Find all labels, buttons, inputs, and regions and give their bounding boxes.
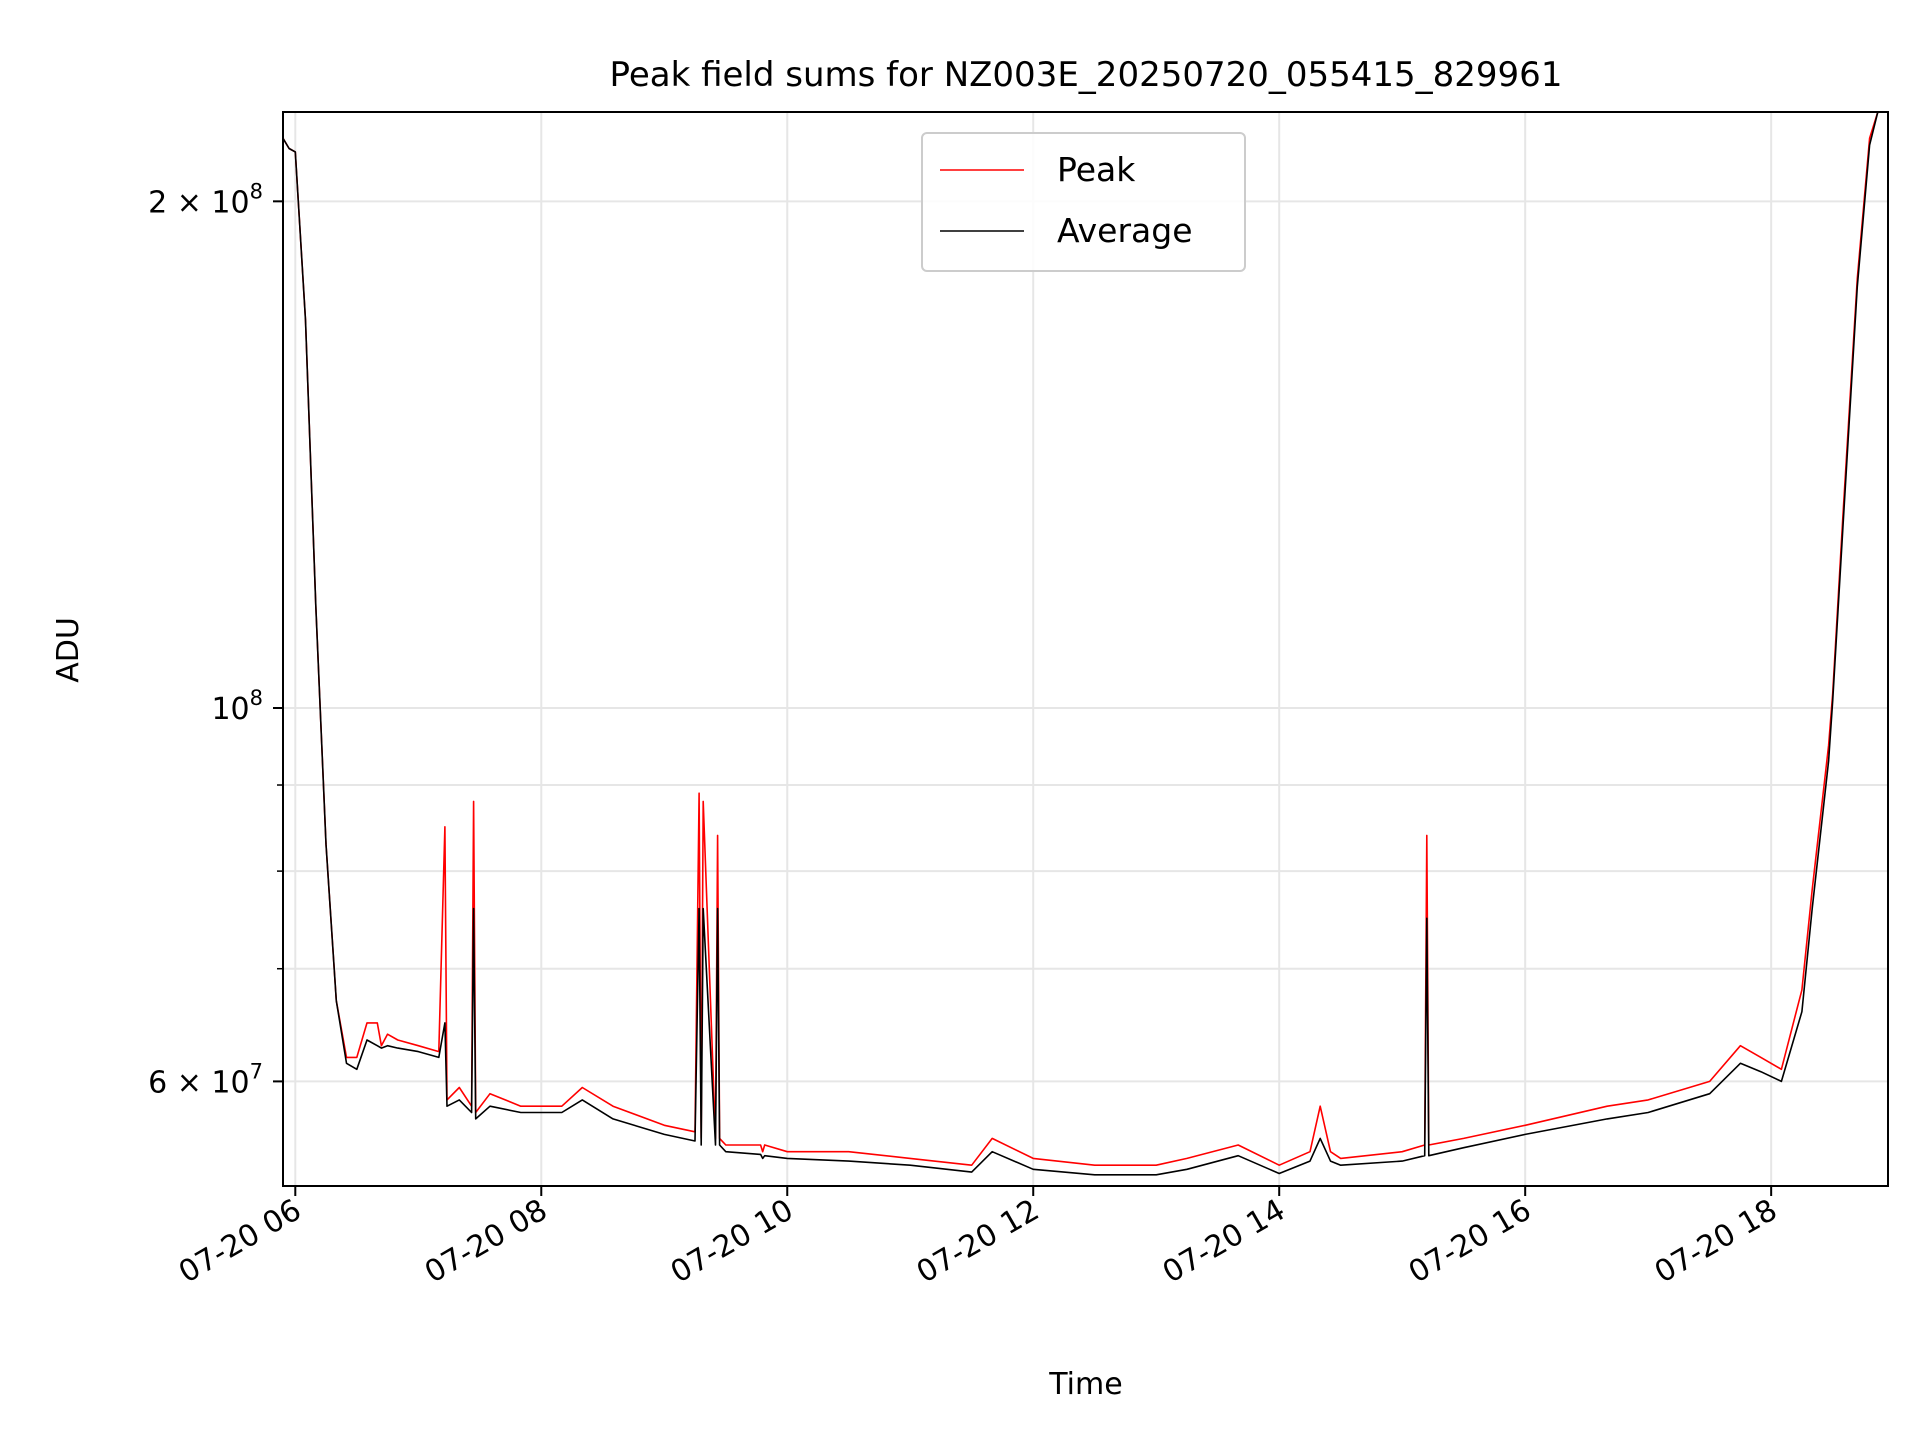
legend-label-average: Average (1057, 211, 1193, 250)
x-axis-label: Time (1048, 1367, 1122, 1402)
y-tick-label: 6 × 107 (148, 1059, 263, 1100)
legend: Peak Average (921, 132, 1246, 272)
series-layer (282, 111, 1888, 1176)
series-line-peak (282, 111, 1888, 1166)
legend-label-peak: Peak (1057, 150, 1136, 189)
plot-frame (282, 111, 1889, 1187)
y-tick-label: 2 × 108 (148, 179, 263, 220)
y-axis-label: ADU (51, 617, 86, 683)
series-line-average (282, 111, 1888, 1176)
chart-title: Peak field sums for NZ003E_20250720_0554… (610, 55, 1563, 95)
legend-frame (921, 132, 1246, 272)
